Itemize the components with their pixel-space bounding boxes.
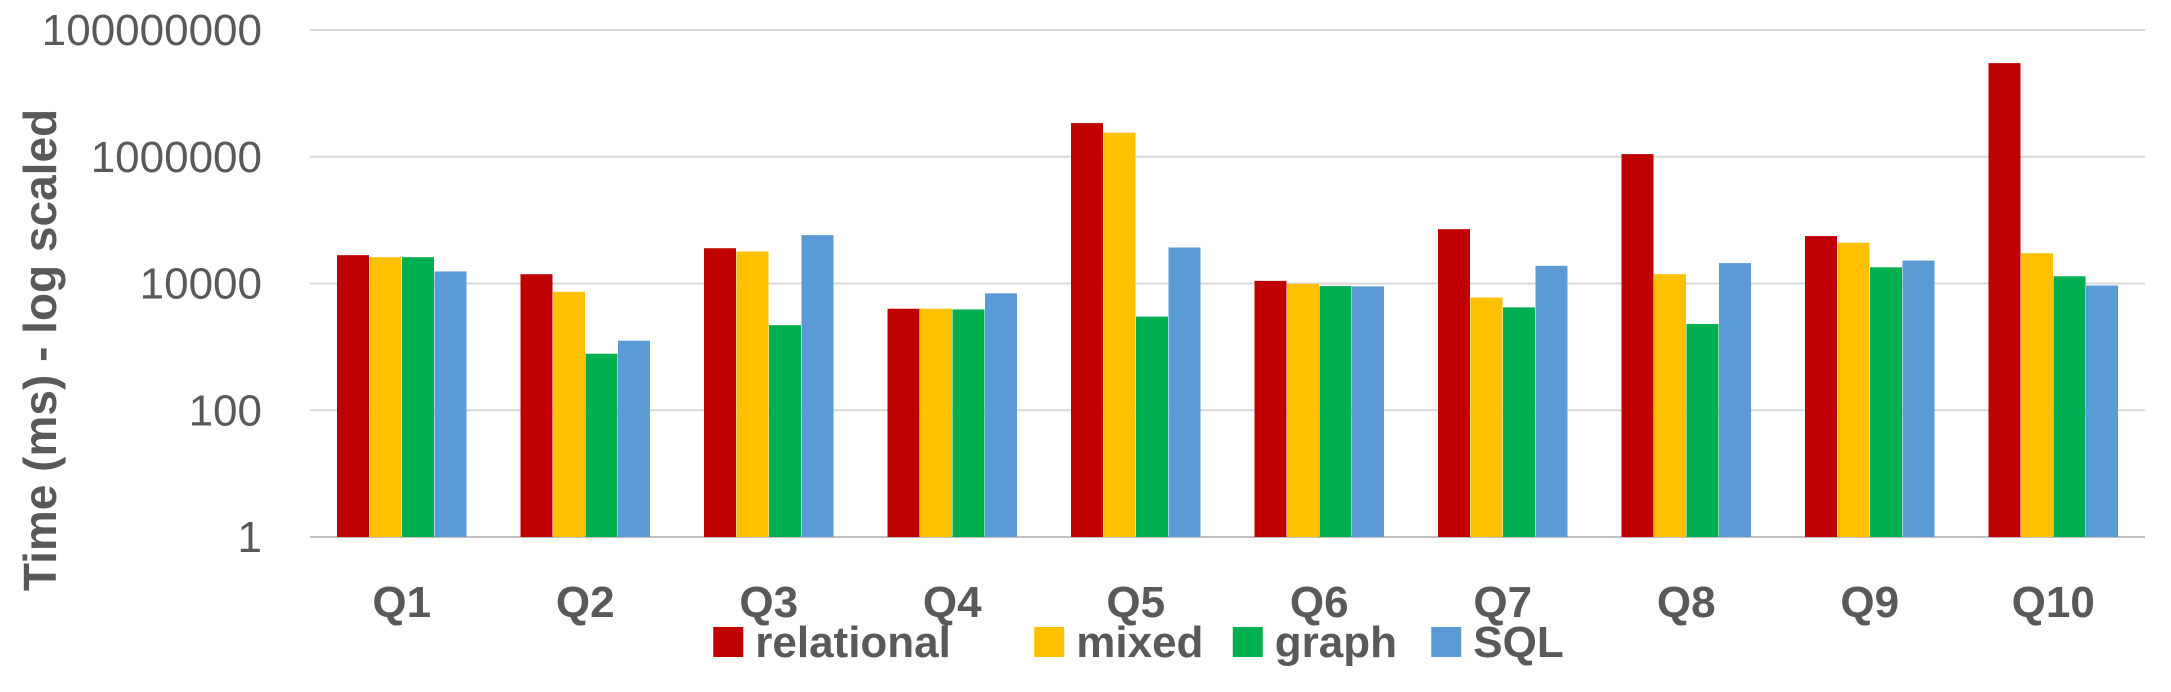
legend-label-sql: SQL bbox=[1473, 618, 1563, 667]
x-tick-label: Q8 bbox=[1657, 578, 1716, 627]
legend-swatch-relational bbox=[713, 627, 744, 657]
y-tick-label: 100 bbox=[189, 386, 262, 435]
bar-graph-q8 bbox=[1686, 323, 1719, 537]
y-axis-title: Time (ms) - log scaled bbox=[14, 109, 66, 591]
bar-relational-q9 bbox=[1805, 236, 1837, 537]
bar-sql-q7 bbox=[1535, 265, 1568, 537]
x-tick-label: Q1 bbox=[372, 578, 431, 627]
bar-sql-q8 bbox=[1719, 263, 1751, 537]
x-tick-label: Q3 bbox=[739, 578, 798, 627]
bar-sql-q3 bbox=[801, 235, 834, 538]
bar-mixed-q9 bbox=[1837, 242, 1870, 537]
bar-graph-q3 bbox=[769, 325, 801, 537]
bar-relational-q7 bbox=[1438, 229, 1470, 537]
bar-graph-q7 bbox=[1503, 307, 1535, 537]
bar-mixed-q6 bbox=[1287, 283, 1319, 537]
bar-sql-q9 bbox=[1902, 260, 1935, 537]
bar-mixed-q1 bbox=[369, 257, 402, 537]
bar-sql-q10 bbox=[2086, 285, 2118, 537]
x-tick-label: Q6 bbox=[1290, 578, 1349, 627]
legend-label-relational: relational bbox=[755, 618, 951, 667]
bar-sql-q1 bbox=[434, 271, 467, 537]
bar-mixed-q4 bbox=[920, 308, 952, 537]
bar-sql-q6 bbox=[1352, 286, 1384, 537]
legend: relational mixed graph SQL bbox=[713, 618, 1564, 667]
bar-mixed-q7 bbox=[1470, 297, 1503, 537]
bar-sql-q5 bbox=[1168, 247, 1201, 537]
bar-graph-q6 bbox=[1319, 286, 1352, 537]
bar-graph-q2 bbox=[585, 353, 618, 537]
bar-graph-q10 bbox=[2053, 276, 2086, 537]
bar-sql-q2 bbox=[618, 340, 650, 537]
y-tick-label: 10000 bbox=[140, 260, 262, 309]
x-tick-label: Q4 bbox=[923, 578, 982, 627]
bar-graph-q1 bbox=[402, 257, 434, 537]
bar-relational-q1 bbox=[337, 255, 369, 537]
bar-relational-q4 bbox=[887, 308, 920, 537]
y-tick-label: 1000000 bbox=[91, 133, 262, 182]
legend-swatch-mixed bbox=[1034, 627, 1065, 657]
x-tick-label: Q9 bbox=[1840, 578, 1899, 627]
bar-mixed-q5 bbox=[1103, 132, 1136, 537]
bar-relational-q10 bbox=[1988, 63, 2021, 537]
bar-graph-q4 bbox=[952, 309, 985, 537]
x-tick-label: Q7 bbox=[1473, 578, 1532, 627]
bar-relational-q3 bbox=[704, 248, 736, 537]
bar-mixed-q10 bbox=[2021, 253, 2053, 537]
bar-mixed-q8 bbox=[1654, 274, 1686, 537]
y-tick-label: 100000000 bbox=[42, 6, 262, 55]
legend-label-mixed: mixed bbox=[1076, 618, 1203, 667]
bar-relational-q6 bbox=[1254, 280, 1287, 537]
x-tick-label: Q5 bbox=[1106, 578, 1165, 627]
bar-mixed-q2 bbox=[553, 291, 585, 537]
bar-sql-q4 bbox=[985, 293, 1017, 537]
gridlines bbox=[310, 29, 2145, 538]
x-axis-labels: Q1 Q2 Q3 Q4 Q5 Q6 Q7 Q8 Q9 Q10 bbox=[372, 578, 2094, 627]
bar-relational-q8 bbox=[1621, 154, 1654, 537]
bar-relational-q2 bbox=[520, 274, 553, 537]
bar-relational-q5 bbox=[1071, 123, 1103, 538]
x-tick-label: Q2 bbox=[556, 578, 615, 627]
bar-graph-q5 bbox=[1136, 316, 1168, 537]
bar-graph-q9 bbox=[1870, 267, 1902, 537]
bar-mixed-q3 bbox=[736, 251, 769, 537]
legend-swatch-graph bbox=[1232, 627, 1263, 657]
y-axis-ticks: 1 100 10000 1000000 100000000 bbox=[42, 6, 262, 562]
legend-swatch-sql bbox=[1431, 627, 1462, 657]
bars bbox=[337, 63, 2118, 538]
x-tick-label: Q10 bbox=[2012, 578, 2095, 627]
legend-label-graph: graph bbox=[1275, 618, 1397, 667]
y-tick-label: 1 bbox=[238, 513, 262, 562]
